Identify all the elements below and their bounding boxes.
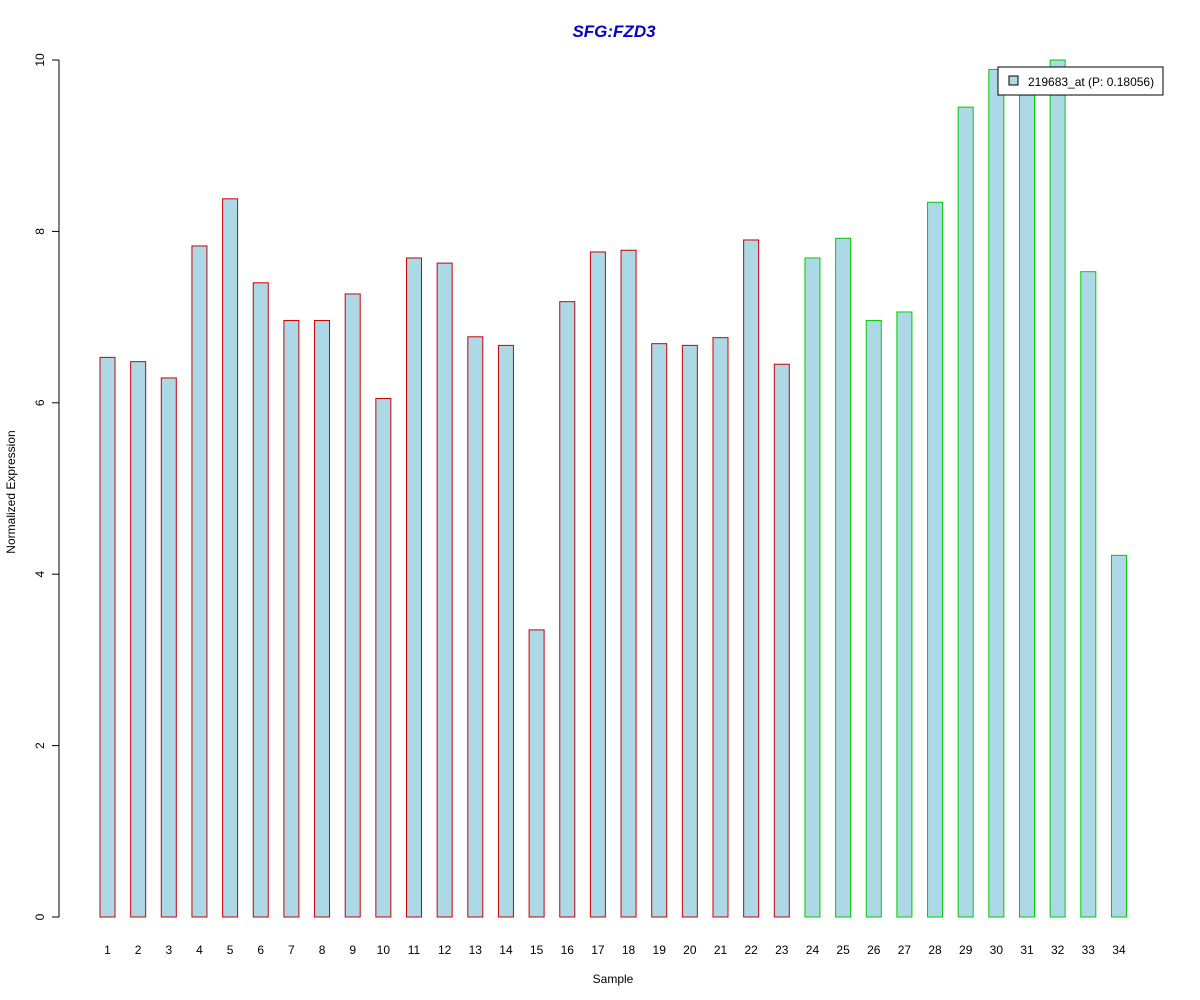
x-tick-label: 32 <box>1051 943 1065 957</box>
bar-sample-22 <box>743 239 760 918</box>
x-tick-label: 33 <box>1082 943 1096 957</box>
x-tick-label: 11 <box>408 943 421 957</box>
bar-sample-24 <box>804 257 821 918</box>
x-tick-label: 6 <box>257 943 264 957</box>
x-tick-label: 23 <box>775 943 789 957</box>
x-tick-label: 13 <box>469 943 483 957</box>
x-tick-label: 30 <box>990 943 1004 957</box>
x-tick-label: 31 <box>1020 943 1034 957</box>
y-tick-label: 8 <box>33 228 47 235</box>
bar-sample-4 <box>191 245 208 918</box>
x-tick-label: 24 <box>806 943 820 957</box>
bar-sample-31 <box>1019 85 1035 918</box>
bar-sample-11 <box>406 257 422 918</box>
x-tick-label: 27 <box>898 943 912 957</box>
y-tick-label: 2 <box>33 742 47 749</box>
x-tick-label: 3 <box>165 943 172 957</box>
bar-sample-29 <box>957 106 974 918</box>
bar-sample-16 <box>559 301 576 918</box>
bar-sample-3 <box>160 377 177 918</box>
legend-swatch <box>1008 75 1019 86</box>
x-tick-label: 25 <box>836 943 850 957</box>
bar-sample-8 <box>314 320 331 918</box>
x-tick-label: 8 <box>319 943 326 957</box>
x-tick-label: 22 <box>744 943 758 957</box>
y-tick-label: 4 <box>33 571 47 578</box>
bar-sample-33 <box>1080 271 1097 918</box>
legend-label: 219683_at (P: 0.18056) <box>1028 75 1154 89</box>
x-tick-label: 16 <box>561 943 575 957</box>
x-tick-label: 10 <box>377 943 391 957</box>
y-tick-label: 10 <box>33 53 47 67</box>
bar-sample-1 <box>99 356 116 918</box>
x-tick-label: 21 <box>714 943 728 957</box>
bar-sample-18 <box>620 249 637 918</box>
x-axis-title: Sample <box>593 972 634 986</box>
bar-sample-15 <box>528 629 545 918</box>
x-tick-label: 34 <box>1112 943 1126 957</box>
x-tick-label: 29 <box>959 943 973 957</box>
legend-box <box>997 66 1164 96</box>
x-tick-label: 20 <box>683 943 697 957</box>
y-tick-label: 6 <box>33 399 47 406</box>
x-tick-label: 18 <box>622 943 636 957</box>
x-tick-label: 7 <box>288 943 295 957</box>
x-tick-label: 14 <box>499 943 513 957</box>
bar-sample-20 <box>681 344 698 918</box>
x-tick-labels: 1 2 3 4 5 6 7 8 9 10 11 12 13 14 15 16 17 18 19 20 21 22 23 24 2… <box>104 943 1126 957</box>
bar-sample-26 <box>865 320 882 918</box>
bar-sample-32 <box>1049 59 1066 918</box>
x-tick-label: 17 <box>591 943 605 957</box>
bar-sample-30 <box>988 68 1005 918</box>
x-tick-label: 12 <box>438 943 452 957</box>
x-tick-label: 19 <box>653 943 667 957</box>
bar-sample-34 <box>1110 554 1127 918</box>
bar-sample-19 <box>651 343 668 918</box>
bar-sample-25 <box>835 237 852 918</box>
bar-sample-5 <box>222 198 239 918</box>
x-tick-label: 9 <box>349 943 356 957</box>
bar-sample-14 <box>497 344 514 918</box>
bar-sample-28 <box>927 201 944 918</box>
x-tick-label: 26 <box>867 943 881 957</box>
x-tick-label: 4 <box>196 943 203 957</box>
bar-sample-17 <box>589 251 606 918</box>
x-tick-label: 15 <box>530 943 544 957</box>
bars <box>99 59 1127 918</box>
y-axis: 0 2 4 6 8 10 <box>33 53 60 920</box>
bar-sample-27 <box>896 311 913 918</box>
y-tick-label: 0 <box>33 913 47 920</box>
bar-sample-10 <box>375 398 392 918</box>
x-tick-label: 5 <box>227 943 234 957</box>
bar-sample-23 <box>773 363 790 918</box>
x-tick-label: 1 <box>104 943 111 957</box>
bar-sample-7 <box>283 320 300 918</box>
chart-title: SFG:FZD3 <box>572 22 656 41</box>
bar-sample-12 <box>436 262 453 918</box>
legend: 219683_at (P: 0.18056) <box>997 66 1164 96</box>
bar-sample-2 <box>130 361 147 918</box>
bar-sample-6 <box>252 282 269 918</box>
y-axis-title: Normalized Expression <box>4 430 18 553</box>
bar-sample-13 <box>467 336 484 918</box>
x-tick-label: 2 <box>135 943 142 957</box>
bar-sample-21 <box>712 337 729 918</box>
x-tick-label: 28 <box>928 943 942 957</box>
bar-sample-9 <box>344 293 361 918</box>
